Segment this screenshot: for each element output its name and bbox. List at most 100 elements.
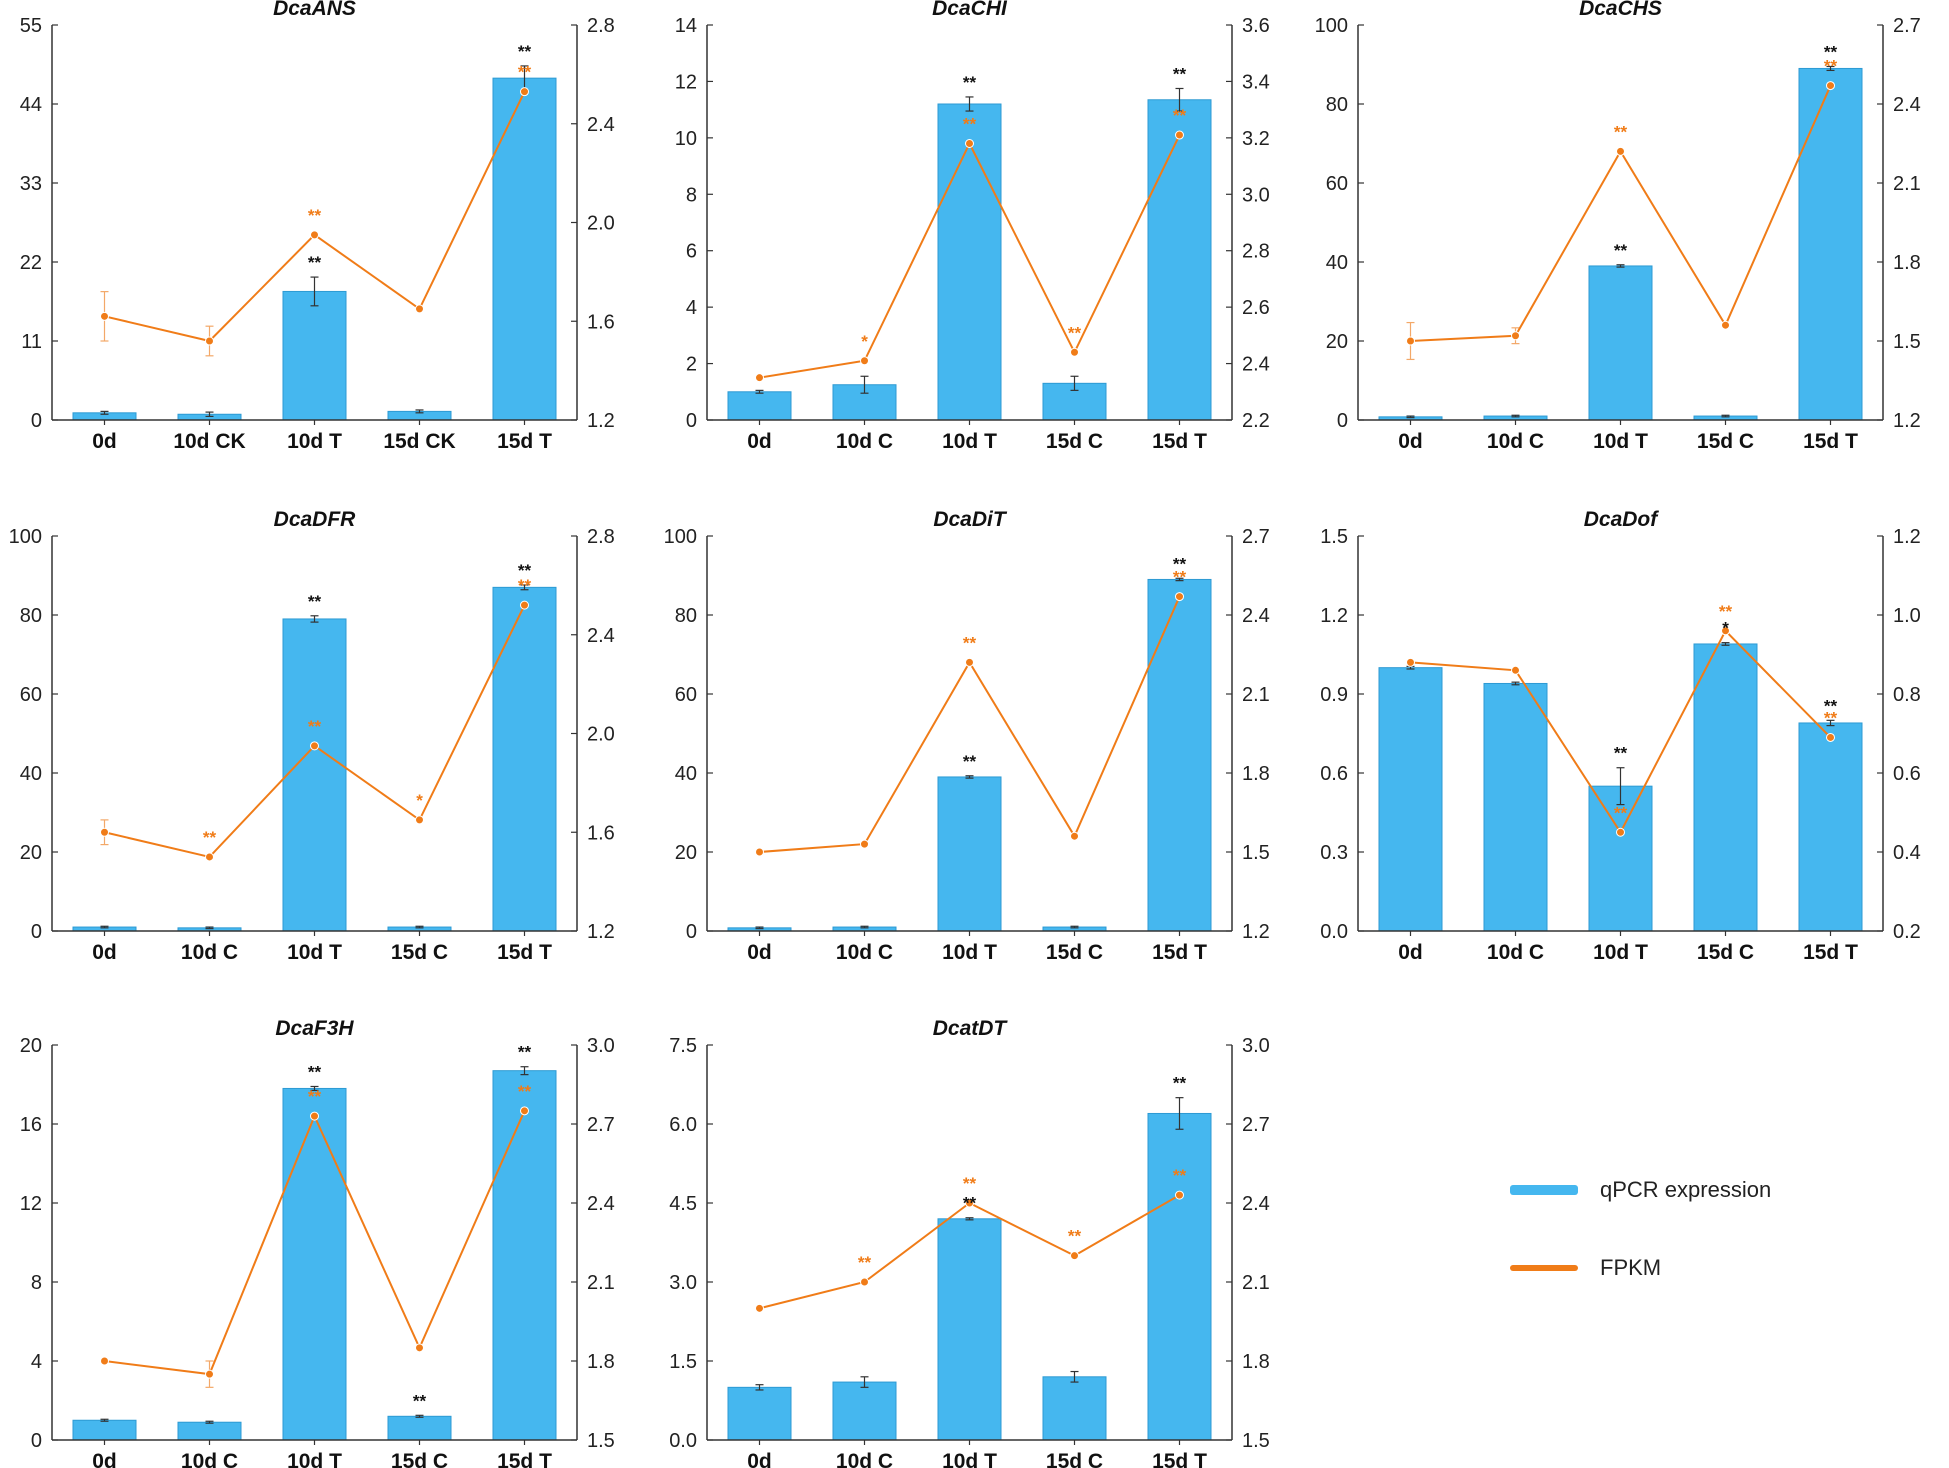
fpkm-point-dcachi-3 [1070,347,1079,357]
x-tick-label-dcachi-1: 10d C [836,430,893,453]
fpkm-point-dcachs-1 [1511,331,1520,341]
x-tick-label-dcadfr-0: 0d [92,941,117,964]
sig-line-dcadit-4: ** [1173,568,1187,587]
chart-dcaans: ** ** ** ** 0 11 22 33 44 55 1.2 1.6 2.0 2.4 2.8 0d 10d … [20,0,615,453]
right-tick-label-dcadfr-0: 1.2 [587,921,615,943]
x-tick-label-dcadit-1: 10d C [836,941,893,964]
sig-line-dcadof-2: ** [1614,803,1628,822]
right-tick-label-dcaf3h-4: 2.7 [587,1114,615,1136]
right-tick-label-dcadof-4: 1.0 [1893,605,1921,627]
left-tick-label-dcachi-1: 2 [686,354,697,376]
fpkm-point-dcaf3h-3 [415,1343,424,1353]
right-tick-label-dcatdt-1: 1.8 [1242,1351,1270,1373]
bar-dcadof-4 [1798,722,1863,932]
fpkm-point-dcadfr-4 [520,600,529,610]
fpkm-point-dcaf3h-1 [205,1369,214,1379]
fpkm-point-dcadof-0 [1406,657,1415,667]
chart-dcaf3h: ** ** ** ** ** 0 4 8 12 16 20 1.5 1.8 2.1 2.4 2.7 3.0 0d 1… [20,1017,615,1468]
right-tick-label-dcadit-3: 2.1 [1242,684,1270,706]
bar-error-dcatdt-2 [965,1217,974,1221]
sig-line-dcadfr-1: ** [203,828,217,847]
sig-bar-dcadit-2: ** [963,752,977,771]
sig-bar-dcaf3h-2: ** [308,1062,322,1081]
sig-line-dcadfr-3: * [416,791,423,810]
bar-error-dcadfr-2 [310,615,319,623]
sig-line-dcachs-2: ** [1614,122,1628,141]
x-tick-label-dcadit-0: 0d [747,941,772,964]
x-tick-label-dcaans-4: 15d T [497,430,552,453]
chart-title-dcaans: DcaANS [273,0,356,20]
bar-dcaf3h-4 [492,1070,557,1441]
x-tick-label-dcadit-4: 15d T [1152,941,1207,964]
bar-dcachs-4 [1798,67,1863,421]
x-tick-label-dcadfr-4: 15d T [497,941,552,964]
right-tick-label-dcaans-1: 1.6 [587,311,615,333]
x-tick-label-dcadit-2: 10d T [942,941,997,964]
bar-dcadit-2 [937,776,1002,932]
left-tick-label-dcaans-0: 0 [31,410,42,432]
right-tick-label-dcachs-3: 2.1 [1893,173,1921,195]
x-tick-label-dcaf3h-2: 10d T [287,1450,342,1468]
left-tick-label-dcachs-2: 40 [1326,252,1348,274]
bar-error-dcachi-4 [1175,87,1184,112]
sig-line-dcatdt-3: ** [1068,1227,1082,1246]
right-tick-label-dcaans-0: 1.2 [587,410,615,432]
fpkm-point-dcaans-3 [415,304,424,314]
fpkm-point-dcachs-0 [1406,336,1415,346]
x-tick-label-dcaans-1: 10d CK [173,430,245,453]
left-tick-label-dcaf3h-1: 4 [31,1351,42,1373]
bar-dcadof-1 [1483,682,1548,932]
x-tick-label-dcadit-3: 15d C [1046,941,1103,964]
sig-line-dcachi-2: ** [963,115,977,134]
left-tick-label-dcadof-2: 0.6 [1320,763,1348,785]
fpkm-point-dcaans-1 [205,336,214,346]
left-tick-label-dcaans-2: 22 [20,252,42,274]
bar-dcachi-4 [1147,99,1212,421]
left-tick-label-dcaf3h-3: 12 [20,1193,42,1215]
x-tick-label-dcatdt-0: 0d [747,1450,772,1468]
left-tick-label-dcaf3h-4: 16 [20,1114,42,1136]
fpkm-point-dcachs-2 [1616,146,1625,156]
chart-dcadit: ********0204060801001.21.51.82.12.42.70d… [664,508,1270,964]
left-tick-label-dcaans-3: 33 [20,173,42,195]
fpkm-point-dcadit-3 [1070,831,1079,841]
right-tick-label-dcadfr-4: 2.8 [587,526,615,548]
right-tick-label-dcatdt-4: 2.7 [1242,1114,1270,1136]
left-tick-label-dcachi-0: 0 [686,410,697,432]
fpkm-point-dcadfr-2 [310,741,319,751]
bar-error-dcadfr-4 [520,584,529,591]
fpkm-point-dcadit-0 [755,847,764,857]
left-tick-label-dcachi-4: 8 [686,184,697,206]
x-tick-label-dcadfr-3: 15d C [391,941,448,964]
right-tick-label-dcachs-0: 1.2 [1893,410,1921,432]
left-tick-label-dcachs-3: 60 [1326,173,1348,195]
left-tick-label-dcadfr-0: 0 [31,921,42,943]
right-tick-label-dcaf3h-1: 1.8 [587,1351,615,1373]
bar-dcatdt-4 [1147,1112,1212,1441]
x-tick-label-dcachs-2: 10d T [1593,430,1648,453]
left-tick-label-dcadfr-1: 20 [20,842,42,864]
sig-line-dcaf3h-4: ** [518,1082,532,1101]
fpkm-point-dcadof-1 [1511,665,1520,675]
sig-line-dcachi-4: ** [1173,106,1187,125]
sig-line-dcadfr-4: ** [518,576,532,595]
right-tick-label-dcatdt-5: 3.0 [1242,1035,1270,1057]
right-tick-label-dcadof-5: 1.2 [1893,526,1921,548]
fpkm-point-dcaf3h-4 [520,1106,529,1116]
left-tick-label-dcachi-2: 4 [686,297,697,319]
x-tick-label-dcatdt-1: 10d C [836,1450,893,1468]
fpkm-point-dcachs-3 [1721,320,1730,330]
right-tick-label-dcachi-7: 3.6 [1242,15,1270,37]
sig-line-dcadfr-2: ** [308,717,322,736]
fpkm-point-dcatdt-1 [860,1277,869,1287]
sig-line-dcaans-2: ** [308,206,322,225]
x-tick-label-dcaf3h-4: 15d T [497,1450,552,1468]
left-tick-label-dcadit-3: 60 [675,684,697,706]
x-tick-label-dcachs-3: 15d C [1697,430,1754,453]
fpkm-point-dcadfr-3 [415,815,424,825]
x-tick-label-dcachi-2: 10d T [942,430,997,453]
left-tick-label-dcaans-5: 55 [20,15,42,37]
right-tick-label-dcadfr-1: 1.6 [587,822,615,844]
bar-error-dcaf3h-4 [520,1066,529,1076]
